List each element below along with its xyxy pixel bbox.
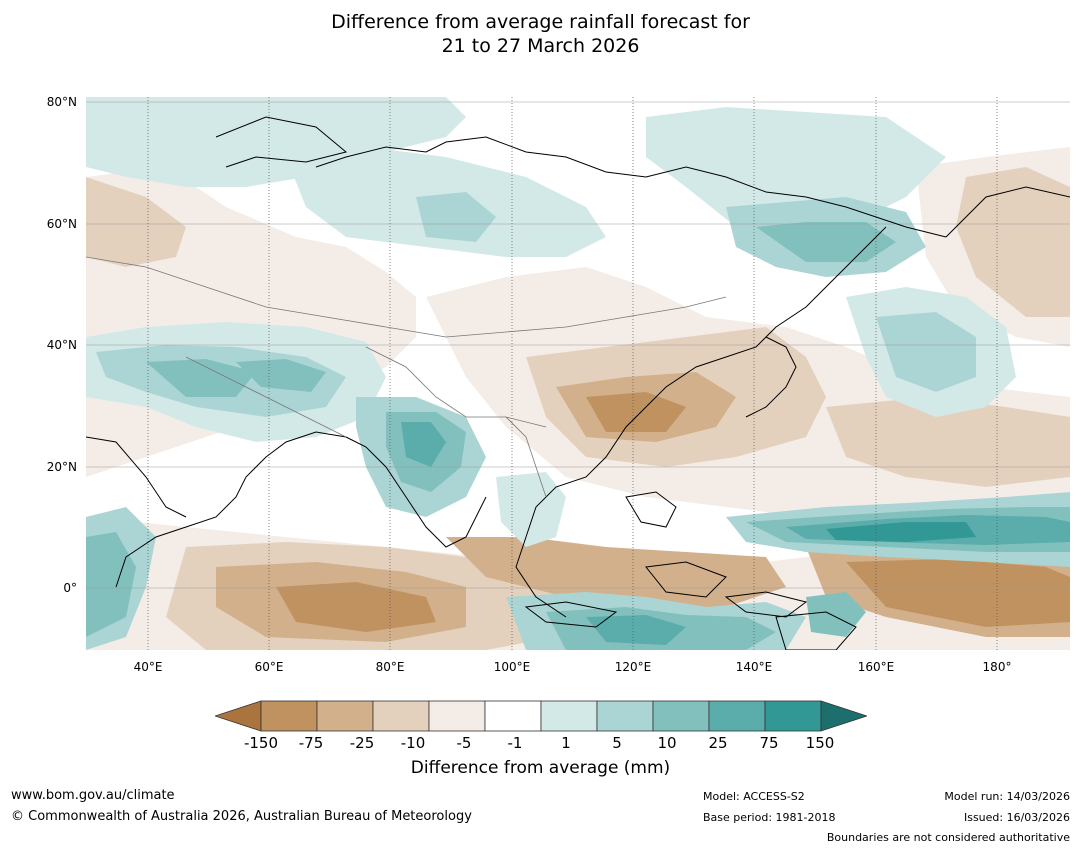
colorbar-cell: [596, 700, 654, 732]
lon-label-60e: 60°E: [254, 660, 284, 674]
anomaly-region: [86, 177, 186, 267]
meridians: [147, 97, 998, 650]
border: [86, 256, 727, 338]
lat-label-40n: 40°N: [46, 338, 77, 352]
anomaly-region: [806, 592, 866, 637]
colorbar-extend-low: [215, 700, 262, 732]
anomaly-region: [86, 97, 466, 187]
colorbar-cell: [316, 700, 374, 732]
country-borders: [86, 256, 727, 498]
graticule: [86, 101, 1070, 589]
colorbar-cell: [540, 700, 598, 732]
anomaly-region: [826, 522, 976, 542]
anomaly-region: [236, 359, 326, 392]
coastline: [86, 436, 187, 518]
anomaly-region: [446, 537, 786, 607]
coastline: [345, 436, 487, 548]
boundaries-disclaimer: Boundaries are not considered authoritat…: [826, 831, 1070, 844]
lon-label-180: 180°: [982, 660, 1012, 674]
lon-label-160e: 160°E: [857, 660, 895, 674]
map-canvas: [86, 97, 1070, 650]
anomaly-region: [146, 359, 256, 397]
title-line-2: 21 to 27 March 2026: [441, 35, 640, 57]
issued-date: Issued: 16/03/2026: [963, 811, 1070, 824]
lon-label-80e: 80°E: [375, 660, 405, 674]
anomaly-region: [86, 532, 136, 637]
rainfall-anomaly-map: [86, 97, 1070, 650]
lat-label-80n: 80°N: [46, 95, 77, 109]
coastlines: [86, 116, 1070, 650]
colorbar-cell: [708, 700, 766, 732]
anomaly-region: [846, 559, 1070, 627]
anomaly-region: [416, 192, 496, 242]
lat-label-60n: 60°N: [46, 217, 77, 231]
border: [505, 416, 547, 498]
coastline: [515, 226, 887, 618]
border: [185, 356, 347, 438]
colorbar-tick: -1: [507, 734, 523, 752]
coastline: [215, 116, 348, 168]
lon-label-120e: 120°E: [614, 660, 652, 674]
colorbar-tick: 5: [612, 734, 622, 752]
colorbar-title: Difference from average (mm): [410, 758, 671, 778]
coastline: [625, 491, 677, 528]
colorbar-cell: [652, 700, 710, 732]
anomaly-region: [276, 582, 436, 632]
colorbar-extend-high: [820, 700, 867, 732]
anomaly-region: [876, 312, 976, 392]
colorbar-tick: -150: [243, 734, 279, 752]
lat-label-0: 0°: [63, 581, 77, 595]
base-period: Base period: 1981-2018: [703, 811, 836, 824]
coastline: [775, 611, 857, 650]
colorbar-tick: -75: [298, 734, 324, 752]
lon-label-140e: 140°E: [735, 660, 773, 674]
lon-label-100e: 100°E: [493, 660, 531, 674]
colorbar-tick: 150: [805, 734, 835, 752]
anomaly-region: [826, 397, 1070, 487]
colorbar-tick: 75: [759, 734, 779, 752]
coastline: [115, 431, 347, 588]
coastline: [524, 601, 618, 628]
colorbar-tick: -25: [349, 734, 375, 752]
colorbar-cell: [764, 700, 822, 732]
colorbar-tick: 10: [657, 734, 677, 752]
colorbar-cell: [428, 700, 486, 732]
anomaly-region: [401, 422, 446, 467]
colorbar: [215, 700, 867, 732]
lon-label-40e: 40°E: [133, 660, 163, 674]
title-line-1: Difference from average rainfall forecas…: [331, 11, 750, 33]
map-title: Difference from average rainfall forecas…: [0, 10, 1081, 58]
border: [365, 346, 547, 428]
colorbar-cell: [260, 700, 318, 732]
colorbar-cell: [484, 700, 542, 732]
colorbar-tick: 1: [561, 734, 571, 752]
coastline: [645, 561, 727, 598]
lat-label-20n: 20°N: [46, 460, 77, 474]
anomaly-region: [586, 615, 686, 645]
anomaly-region: [586, 392, 686, 432]
colorbar-cell: [372, 700, 430, 732]
colorbar-tick: -5: [456, 734, 472, 752]
model-name: Model: ACCESS-S2: [703, 790, 805, 803]
anomaly-region: [956, 167, 1070, 317]
model-run-date: Model run: 14/03/2026: [944, 790, 1070, 803]
anomaly-region: [496, 472, 566, 547]
website-link[interactable]: www.bom.gov.au/climate: [11, 788, 175, 803]
coastline: [315, 136, 947, 238]
colorbar-tick: -10: [400, 734, 426, 752]
colorbar-tick: 25: [708, 734, 728, 752]
coastline: [724, 591, 808, 618]
coastline: [945, 186, 1070, 238]
coastline: [745, 336, 797, 418]
copyright-text: © Commonwealth of Australia 2026, Austra…: [11, 809, 472, 824]
